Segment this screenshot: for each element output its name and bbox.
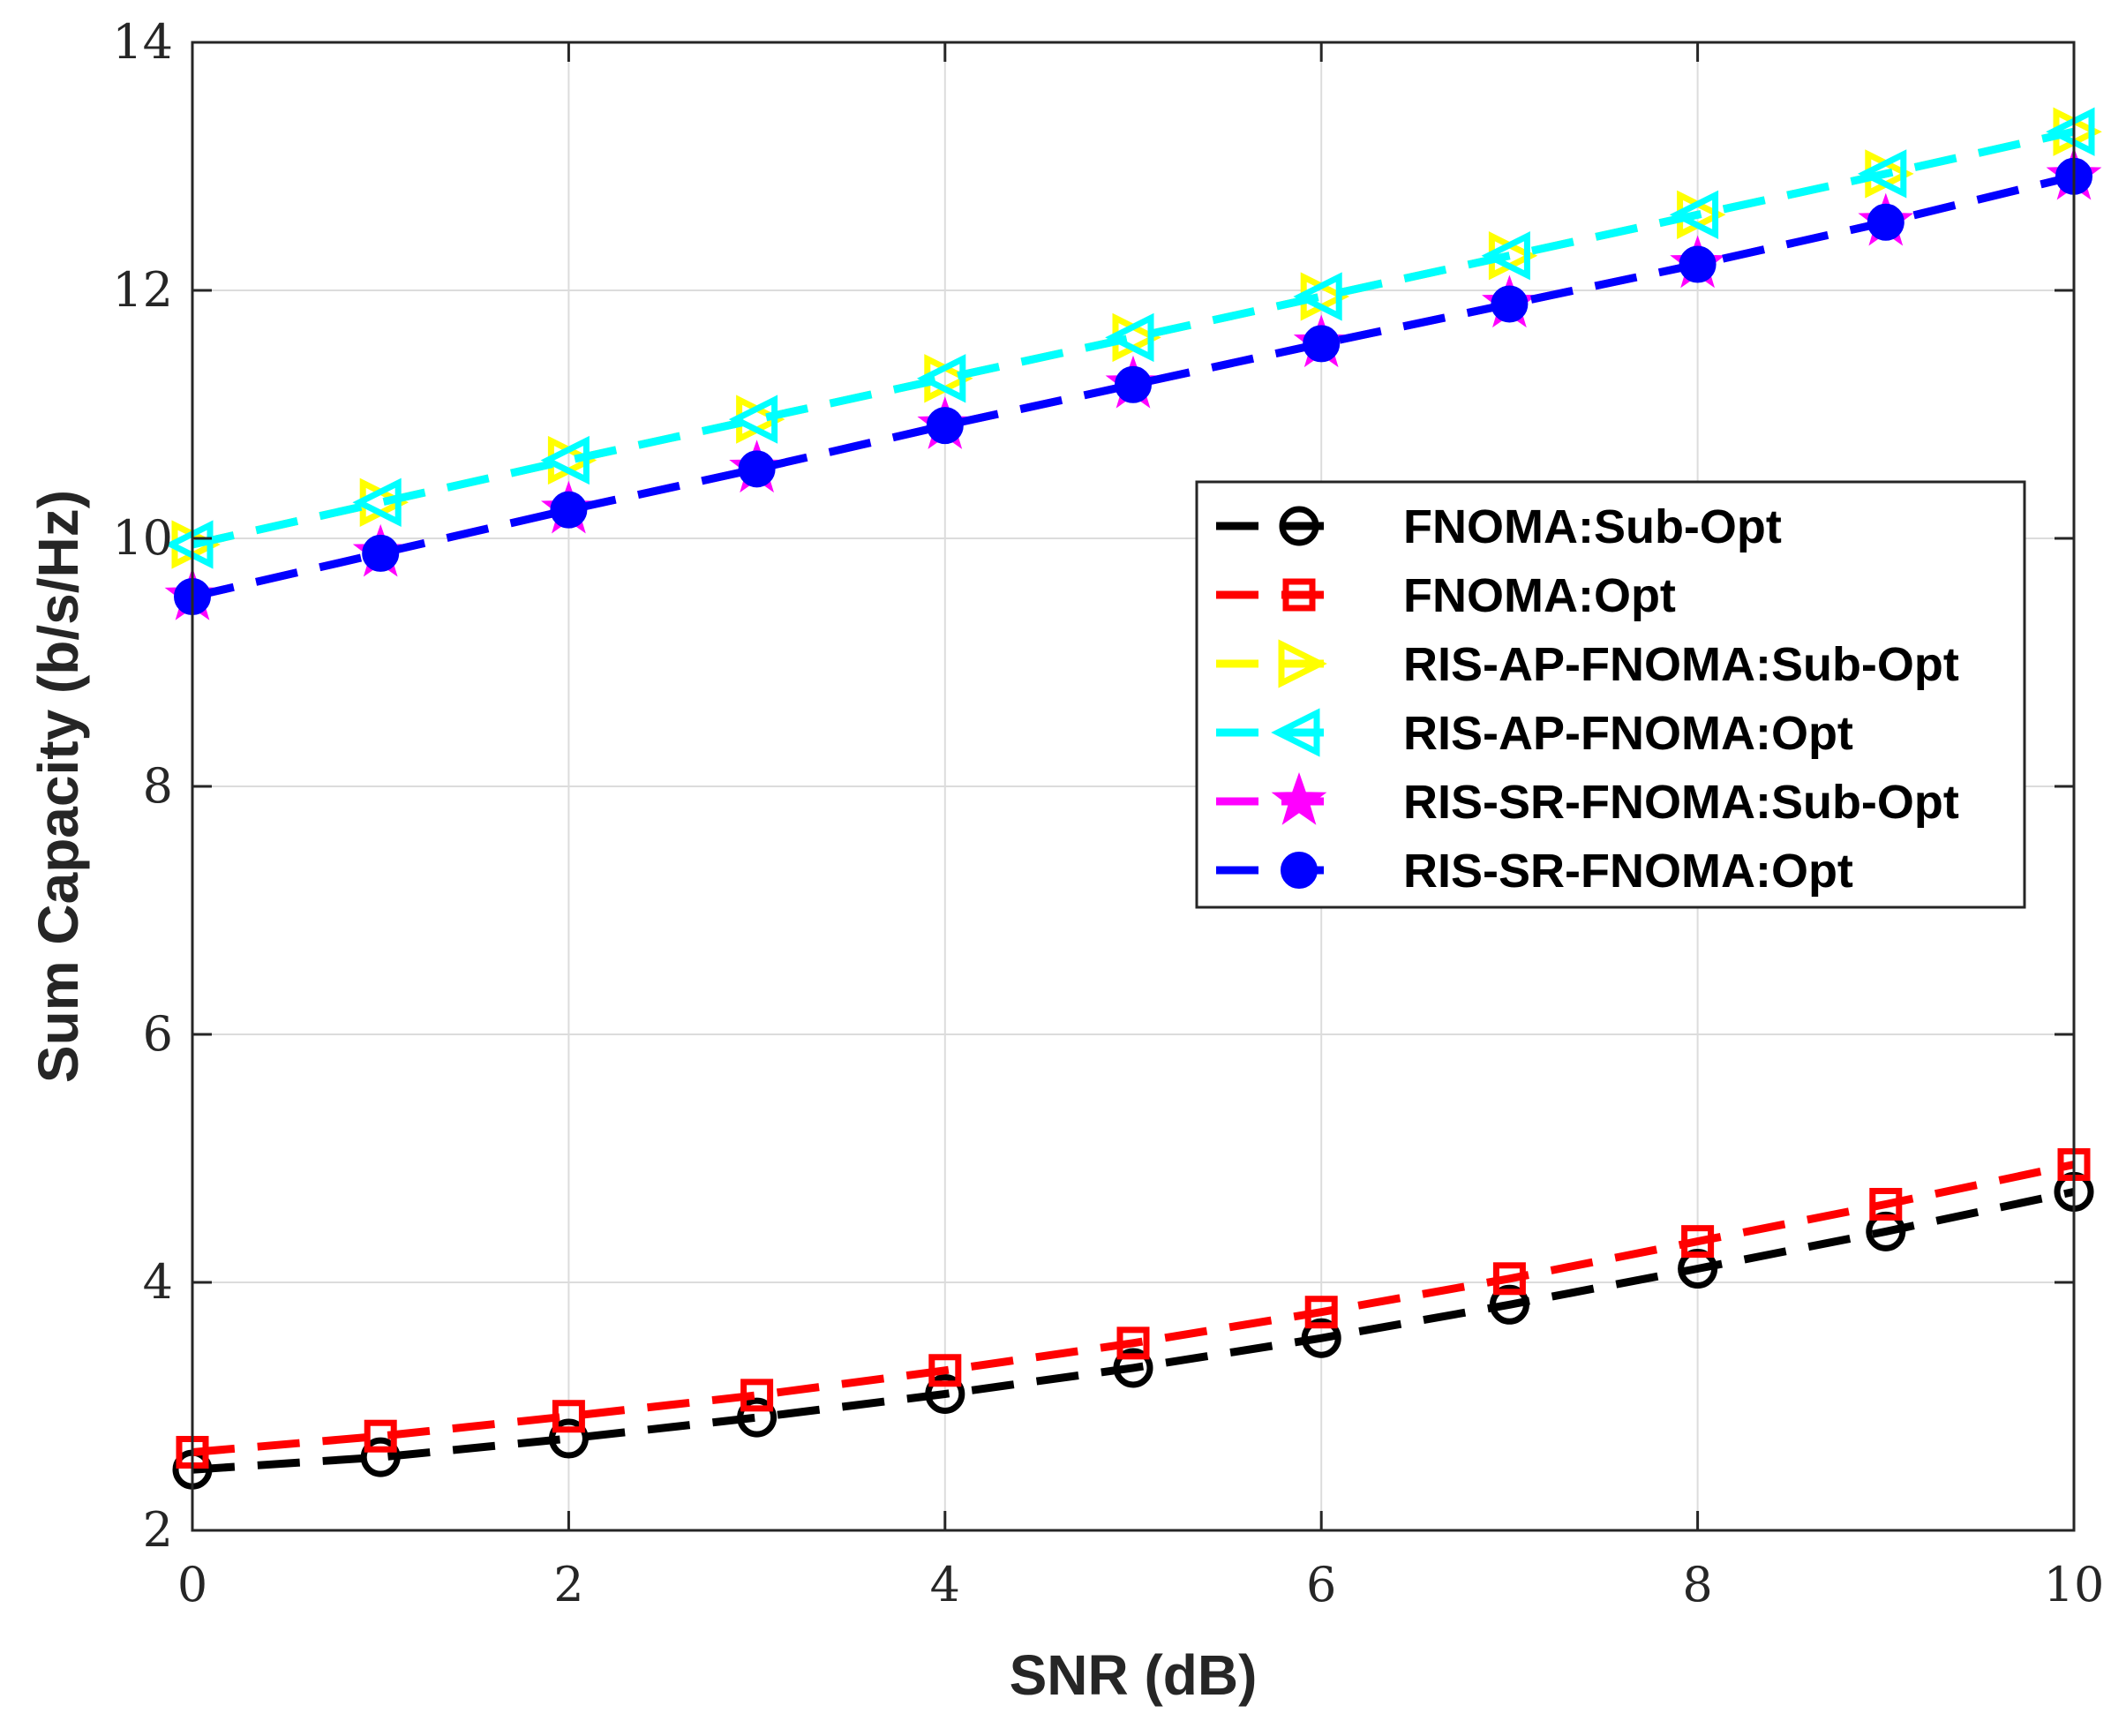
y-tick-label: 4	[143, 1254, 173, 1310]
data-point	[2046, 107, 2095, 156]
x-tick-label: 8	[1682, 1557, 1712, 1612]
series-line	[192, 1161, 2075, 1456]
series-line	[192, 1187, 2075, 1474]
legend-item: RIS-AP-FNOMA:Opt	[1216, 707, 1853, 760]
data-point	[925, 1373, 965, 1414]
y-tick-label: 12	[112, 262, 173, 318]
x-axis-label: SNR (dB)	[1010, 1643, 1258, 1707]
data-point	[1113, 1348, 1153, 1388]
x-tick-label: 0	[177, 1557, 207, 1612]
data-point	[926, 407, 964, 445]
y-tick-label: 2	[143, 1502, 173, 1558]
series-ris-sr-fnoma-opt	[174, 157, 2092, 616]
data-point	[728, 395, 778, 444]
legend-item: RIS-SR-FNOMA:Opt	[1216, 845, 1853, 898]
data-point	[1679, 245, 1717, 283]
legend-box	[1195, 480, 2026, 909]
legend-marker	[1281, 852, 1318, 889]
y-tick-label: 10	[112, 510, 173, 566]
data-point	[552, 1400, 585, 1433]
series-group	[164, 107, 2102, 1490]
data-point	[550, 491, 588, 529]
legend-label: FNOMA:Sub-Opt	[1403, 500, 1782, 553]
data-point	[360, 1437, 401, 1477]
data-point	[1293, 272, 1342, 321]
legend-item: RIS-SR-FNOMA:Sub-Opt	[1216, 771, 1959, 829]
data-point	[1857, 149, 1907, 199]
series-fnoma-opt	[176, 1148, 2091, 1469]
data-point	[928, 1354, 962, 1387]
x-tick-label: 6	[1306, 1557, 1336, 1612]
data-point	[740, 1379, 774, 1412]
series-ris-ap-fnoma-opt	[164, 107, 2095, 569]
series-line	[191, 172, 2076, 601]
legend-marker	[1271, 708, 1320, 757]
data-point	[1489, 1284, 1529, 1325]
legend-label: RIS-SR-FNOMA:Opt	[1403, 845, 1853, 898]
legend-marker	[1282, 578, 1316, 612]
legend-item: FNOMA:Opt	[1216, 569, 1676, 622]
data-point	[1304, 1296, 1338, 1329]
data-point	[164, 520, 214, 569]
legend-label: FNOMA:Opt	[1403, 569, 1676, 622]
data-point	[738, 450, 776, 488]
data-point	[1492, 1262, 1526, 1296]
data-point	[1303, 325, 1341, 363]
data-point	[1481, 231, 1530, 281]
series-line	[192, 127, 2075, 549]
data-point	[1867, 203, 1904, 241]
legend-label: RIS-SR-FNOMA:Sub-Opt	[1403, 776, 1959, 829]
data-point	[1681, 1225, 1715, 1259]
data-point	[540, 435, 590, 485]
y-tick-label: 14	[112, 14, 173, 70]
data-point	[1115, 365, 1152, 403]
y-tick-label: 8	[143, 758, 173, 814]
data-point	[737, 1397, 778, 1438]
legend-marker	[1279, 506, 1319, 546]
legend-marker	[1278, 639, 1327, 688]
data-point	[1301, 1318, 1341, 1358]
data-point	[916, 354, 966, 403]
data-point	[1105, 312, 1154, 363]
data-point	[1669, 190, 1719, 239]
data-point	[364, 1419, 397, 1453]
y-axis-label: Sum Capacity (b/s/Hz)	[26, 490, 90, 1083]
data-point	[362, 534, 400, 572]
x-tick-label: 2	[553, 1557, 583, 1612]
data-point	[1491, 285, 1529, 323]
legend-label: RIS-AP-FNOMA:Opt	[1403, 707, 1853, 760]
legend-label: RIS-AP-FNOMA:Sub-Opt	[1403, 638, 1959, 691]
legend-marker	[1271, 771, 1327, 825]
legend-item: RIS-AP-FNOMA:Sub-Opt	[1216, 638, 1959, 691]
data-point	[1116, 1326, 1150, 1360]
y-tick-label: 6	[143, 1006, 173, 1062]
x-tick-label: 4	[930, 1557, 960, 1612]
data-point	[352, 477, 402, 527]
x-tick-label: 10	[2044, 1557, 2105, 1612]
legend: FNOMA:Sub-Opt FNOMA:Opt RIS-AP-FNOMA:Sub-O…	[1195, 480, 2026, 909]
data-point	[1869, 1187, 1903, 1221]
legend-item: FNOMA:Sub-Opt	[1216, 500, 1782, 553]
data-point	[548, 1418, 589, 1459]
